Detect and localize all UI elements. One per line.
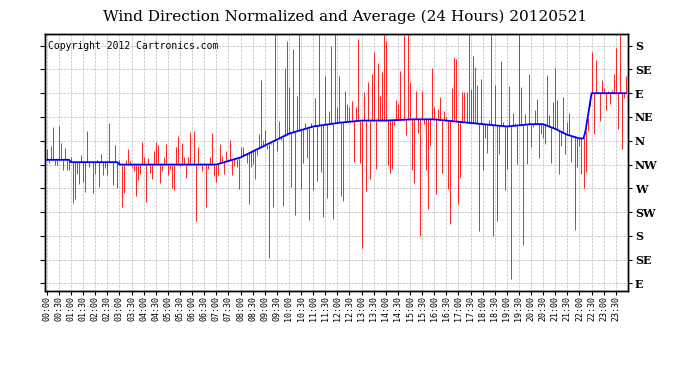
Text: Copyright 2012 Cartronics.com: Copyright 2012 Cartronics.com: [48, 42, 218, 51]
Text: Wind Direction Normalized and Average (24 Hours) 20120521: Wind Direction Normalized and Average (2…: [103, 9, 587, 24]
